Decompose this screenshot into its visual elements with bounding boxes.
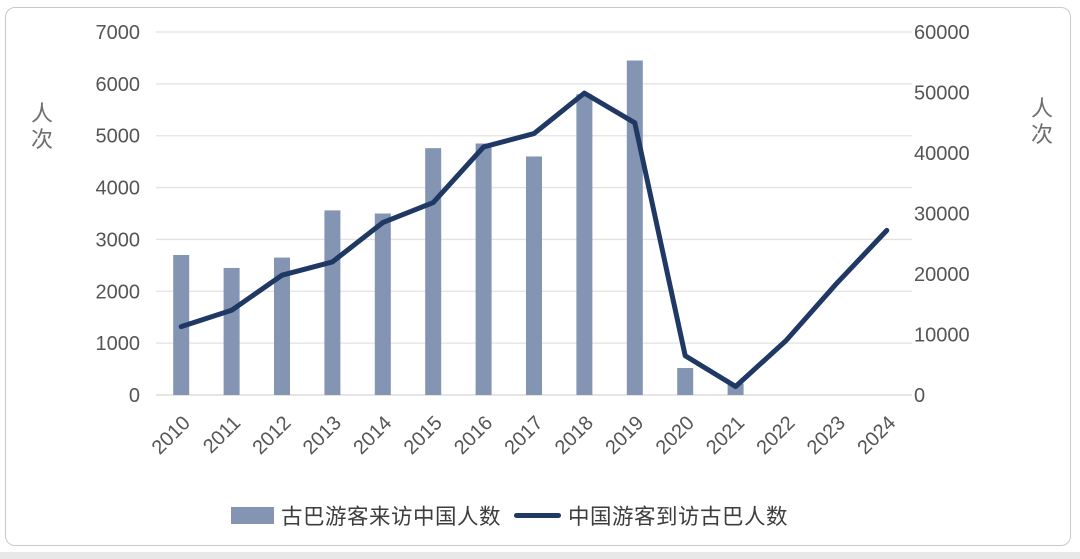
- left-axis-tick-label: 4000: [96, 178, 141, 200]
- right-axis-tick-label: 10000: [914, 325, 970, 347]
- x-tick-label-2012: 2012: [249, 412, 296, 459]
- x-tick-label-2022: 2022: [753, 412, 800, 459]
- trend-line: [178, 90, 890, 389]
- left-axis-tick-label: 2000: [96, 281, 141, 303]
- left-axis-tick-label: 1000: [96, 333, 141, 355]
- x-tick-label-2021: 2021: [702, 412, 749, 459]
- bar-2019: [626, 60, 643, 396]
- bar-2016: [475, 143, 492, 395]
- x-tick-label-2014: 2014: [349, 412, 396, 459]
- legend: 古巴游客来访中国人数 中国游客到访古巴人数: [231, 503, 788, 529]
- left-axis-unit-label: 人次: [30, 101, 53, 152]
- left-axis-tick-label: 6000: [96, 74, 141, 96]
- legend-line-swatch: [514, 512, 562, 518]
- x-tick-label-2010: 2010: [148, 412, 195, 459]
- bar-2015: [425, 148, 442, 395]
- bar-2018: [576, 94, 593, 395]
- legend-bar-label: 古巴游客来访中国人数: [281, 504, 502, 529]
- x-tick-label-2019: 2019: [601, 412, 648, 459]
- bar-2020: [677, 368, 694, 395]
- bar-2021: [727, 383, 744, 395]
- x-tick-label-2016: 2016: [450, 412, 497, 459]
- x-tick-label-2017: 2017: [501, 412, 548, 459]
- x-tick-label-2013: 2013: [299, 412, 346, 459]
- bar-2012: [274, 257, 290, 395]
- left-axis-tick-label: 5000: [96, 126, 141, 148]
- right-axis-tick-label: 0: [914, 385, 925, 407]
- x-tick-label-2023: 2023: [803, 412, 850, 459]
- right-axis-tick-label: 40000: [914, 143, 970, 165]
- left-axis-tick-label: 3000: [96, 229, 141, 251]
- window-bottom-edge: [0, 552, 1080, 559]
- bar-2014: [374, 213, 391, 395]
- legend-line-label: 中国游客到访古巴人数: [568, 504, 789, 529]
- bar-2013: [324, 210, 341, 395]
- x-tick-label-2018: 2018: [551, 412, 598, 459]
- x-tick-label-2015: 2015: [400, 412, 447, 459]
- x-tick-label-2011: 2011: [199, 412, 245, 458]
- legend-bar-swatch: [231, 506, 274, 524]
- right-axis-tick-label: 20000: [914, 264, 970, 286]
- bar-2017: [526, 156, 542, 395]
- left-axis-tick-label: 7000: [96, 22, 141, 44]
- right-axis-tick-label: 60000: [914, 22, 970, 44]
- right-axis-tick-label: 30000: [914, 204, 970, 226]
- x-tick-label-2020: 2020: [652, 412, 699, 459]
- x-tick-label-2024: 2024: [853, 412, 900, 459]
- bar-2011: [223, 267, 240, 395]
- right-axis-unit-label: 人次: [1030, 96, 1053, 147]
- left-axis-tick-label: 0: [129, 385, 140, 407]
- right-axis-tick-label: 50000: [914, 83, 970, 105]
